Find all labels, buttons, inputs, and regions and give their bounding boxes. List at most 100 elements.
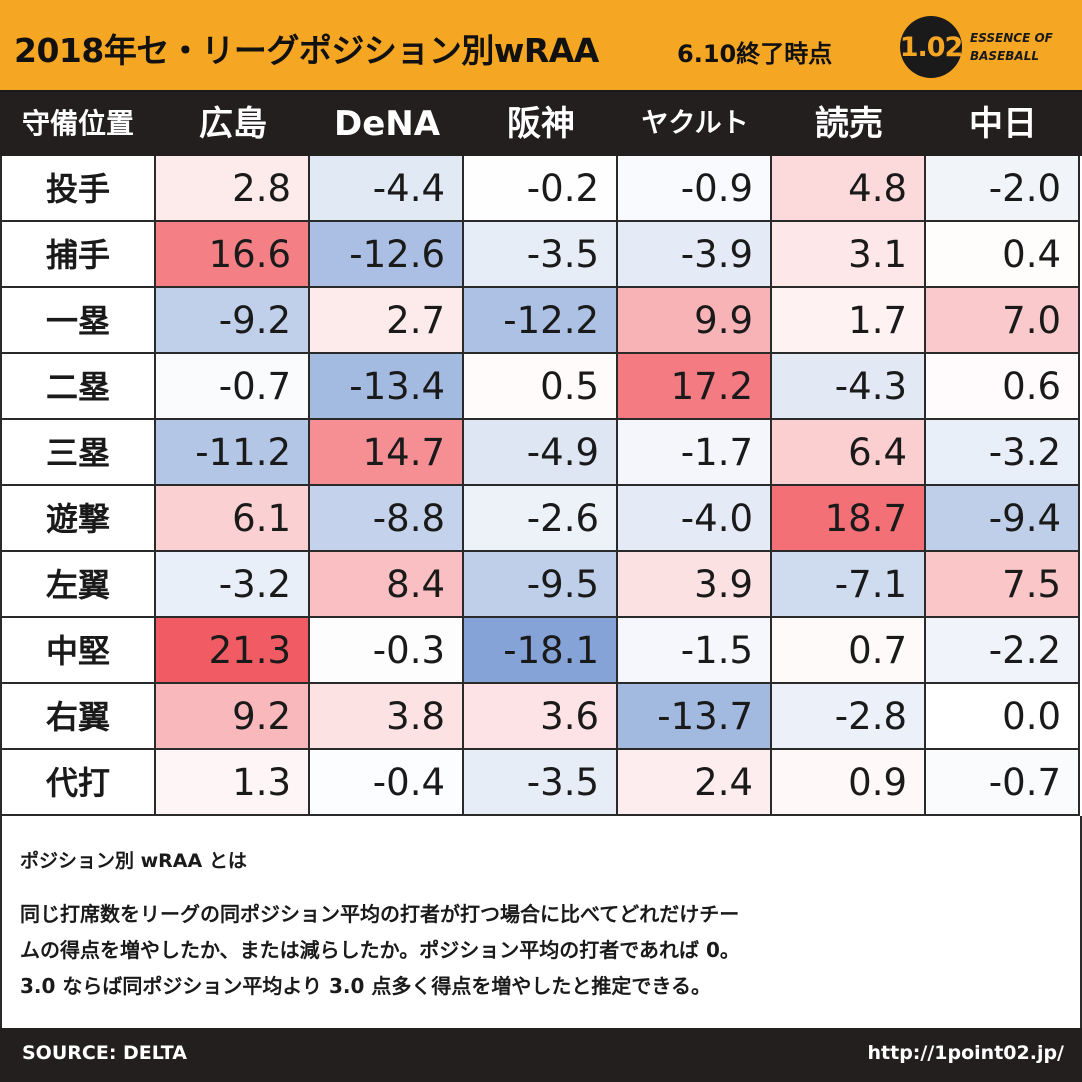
description-title: ポジション別 wRAA とは [20, 850, 247, 872]
heatmap-cell: 0.0 [926, 684, 1080, 750]
table-row: 中堅 21.3 -0.3 -18.1 -1.5 0.7 -2.2 [0, 618, 1082, 684]
heatmap-cell: -0.3 [310, 618, 464, 684]
heatmap-cell: 18.7 [772, 486, 926, 552]
heatmap-cell: 21.3 [156, 618, 310, 684]
logo-text-line2: BASEBALL [970, 49, 1039, 63]
row-label-position: 代打 [0, 750, 156, 816]
heatmap-cell: 0.7 [772, 618, 926, 684]
row-label-position: 捕手 [0, 222, 156, 288]
heatmap-cell: -0.7 [926, 750, 1080, 816]
column-header-row: 守備位置 広島 DeNA 阪神 ヤクルト 読売 中日 [0, 92, 1082, 156]
heatmap-cell: -3.2 [926, 420, 1080, 486]
heatmap-cell: -9.5 [464, 552, 618, 618]
heatmap-cell: 3.9 [618, 552, 772, 618]
heatmap-cell: -9.4 [926, 486, 1080, 552]
chart-subtitle: 6.10終了時点 [677, 40, 833, 68]
heatmap-cell: -18.1 [464, 618, 618, 684]
heatmap-cell: 8.4 [310, 552, 464, 618]
heatmap-cell: 16.6 [156, 222, 310, 288]
heatmap-cell: -1.5 [618, 618, 772, 684]
heatmap-cell: -2.2 [926, 618, 1080, 684]
heatmap-cell: -12.2 [464, 288, 618, 354]
heatmap-cell: -2.0 [926, 156, 1080, 222]
chart-title: 2018年セ・リーグポジション別wRAA [14, 31, 599, 70]
logo-badge: 1.02 [900, 16, 963, 78]
row-label-position: 左翼 [0, 552, 156, 618]
corner-label-position: 守備位置 [21, 107, 134, 140]
heatmap-cell: -4.9 [464, 420, 618, 486]
column-header-team: 広島 [199, 104, 267, 144]
heatmap-cell: -4.0 [618, 486, 772, 552]
row-label-position: 右翼 [0, 684, 156, 750]
heatmap-cell: -0.7 [156, 354, 310, 420]
heatmap-cell: -3.5 [464, 222, 618, 288]
table-row: 投手 2.8 -4.4 -0.2 -0.9 4.8 -2.0 [0, 156, 1082, 222]
heatmap-cell: -13.4 [310, 354, 464, 420]
heatmap-cell: 0.9 [772, 750, 926, 816]
site-url-link[interactable]: http://1point02.jp/ [867, 1042, 1064, 1064]
table-row: 遊撃 6.1 -8.8 -2.6 -4.0 18.7 -9.4 [0, 486, 1082, 552]
column-header-team: DeNA [333, 104, 441, 144]
heatmap-cell: 0.6 [926, 354, 1080, 420]
column-header-team: 中日 [969, 104, 1037, 144]
heatmap-cell: 6.4 [772, 420, 926, 486]
heatmap-cell: -3.5 [464, 750, 618, 816]
logo-text-line1: ESSENCE OF [970, 31, 1053, 45]
heatmap-cell: 7.0 [926, 288, 1080, 354]
heatmap-cell: 17.2 [618, 354, 772, 420]
row-label-position: 投手 [0, 156, 156, 222]
heatmap-cell: 0.5 [464, 354, 618, 420]
footer-bar: SOURCE: DELTA http://1point02.jp/ [0, 1028, 1082, 1082]
column-header-team: 阪神 [507, 104, 575, 144]
heatmap-cell: -0.4 [310, 750, 464, 816]
heatmap-cell: 2.7 [310, 288, 464, 354]
column-header-team: 読売 [815, 104, 883, 144]
description-line: ムの得点を増やしたか、または減らしたか。ポジション平均の打者であれば 0。 [20, 938, 740, 962]
heatmap-cell: 4.8 [772, 156, 926, 222]
heatmap-cell: -8.8 [310, 486, 464, 552]
row-label-position: 一塁 [0, 288, 156, 354]
table-row: 代打 1.3 -0.4 -3.5 2.4 0.9 -0.7 [0, 750, 1082, 816]
heatmap-cell: -12.6 [310, 222, 464, 288]
table-row: 右翼 9.2 3.8 3.6 -13.7 -2.8 0.0 [0, 684, 1082, 750]
row-label-position: 二塁 [0, 354, 156, 420]
heatmap-cell: 0.4 [926, 222, 1080, 288]
header-bar: 2018年セ・リーグポジション別wRAA 6.10終了時点 1.02 ESSEN… [0, 0, 1082, 92]
heatmap-cell: -4.3 [772, 354, 926, 420]
brand-logo: 1.02 ESSENCE OF BASEBALL [900, 16, 1070, 78]
column-header-team: ヤクルト [641, 108, 749, 139]
row-label-position: 遊撃 [0, 486, 156, 552]
row-label-position: 中堅 [0, 618, 156, 684]
heatmap-cell: -13.7 [618, 684, 772, 750]
heatmap-cell: 14.7 [310, 420, 464, 486]
heatmap-cell: 7.5 [926, 552, 1080, 618]
heatmap-cell: -0.9 [618, 156, 772, 222]
heatmap-cell: -7.1 [772, 552, 926, 618]
heatmap-cell: 3.1 [772, 222, 926, 288]
source-label: SOURCE: DELTA [22, 1042, 187, 1064]
heatmap-cell: 1.3 [156, 750, 310, 816]
description-box: ポジション別 wRAA とは 同じ打席数をリーグの同ポジション平均の打者が打つ場… [0, 816, 1082, 1028]
description-body: 同じ打席数をリーグの同ポジション平均の打者が打つ場合に比べてどれだけチー ムの得… [20, 896, 1060, 1004]
heatmap-cell: 2.8 [156, 156, 310, 222]
description-line: 3.0 ならば同ポジション平均より 3.0 点多く得点を増やしたと推定できる。 [20, 974, 711, 998]
row-label-position: 三塁 [0, 420, 156, 486]
heatmap-cell: -1.7 [618, 420, 772, 486]
heatmap-cell: 9.2 [156, 684, 310, 750]
wraa-heatmap-table: 守備位置 広島 DeNA 阪神 ヤクルト 読売 中日 投手 2.8 -4.4 -0.2 -0.9 4.… [0, 92, 1082, 816]
heatmap-cell: -3.2 [156, 552, 310, 618]
heatmap-cell: -3.9 [618, 222, 772, 288]
heatmap-cell: -2.8 [772, 684, 926, 750]
table-row: 左翼 -3.2 8.4 -9.5 3.9 -7.1 7.5 [0, 552, 1082, 618]
table-row: 捕手 16.6 -12.6 -3.5 -3.9 3.1 0.4 [0, 222, 1082, 288]
heatmap-cell: 2.4 [618, 750, 772, 816]
heatmap-cell: -4.4 [310, 156, 464, 222]
table-row: 二塁 -0.7 -13.4 0.5 17.2 -4.3 0.6 [0, 354, 1082, 420]
table-row: 一塁 -9.2 2.7 -12.2 9.9 1.7 7.0 [0, 288, 1082, 354]
heatmap-cell: 6.1 [156, 486, 310, 552]
table-row: 三塁 -11.2 14.7 -4.9 -1.7 6.4 -3.2 [0, 420, 1082, 486]
heatmap-cell: -11.2 [156, 420, 310, 486]
logo-text: ESSENCE OF BASEBALL [970, 29, 1070, 65]
description-line: 同じ打席数をリーグの同ポジション平均の打者が打つ場合に比べてどれだけチー [20, 902, 740, 926]
heatmap-cell: 1.7 [772, 288, 926, 354]
